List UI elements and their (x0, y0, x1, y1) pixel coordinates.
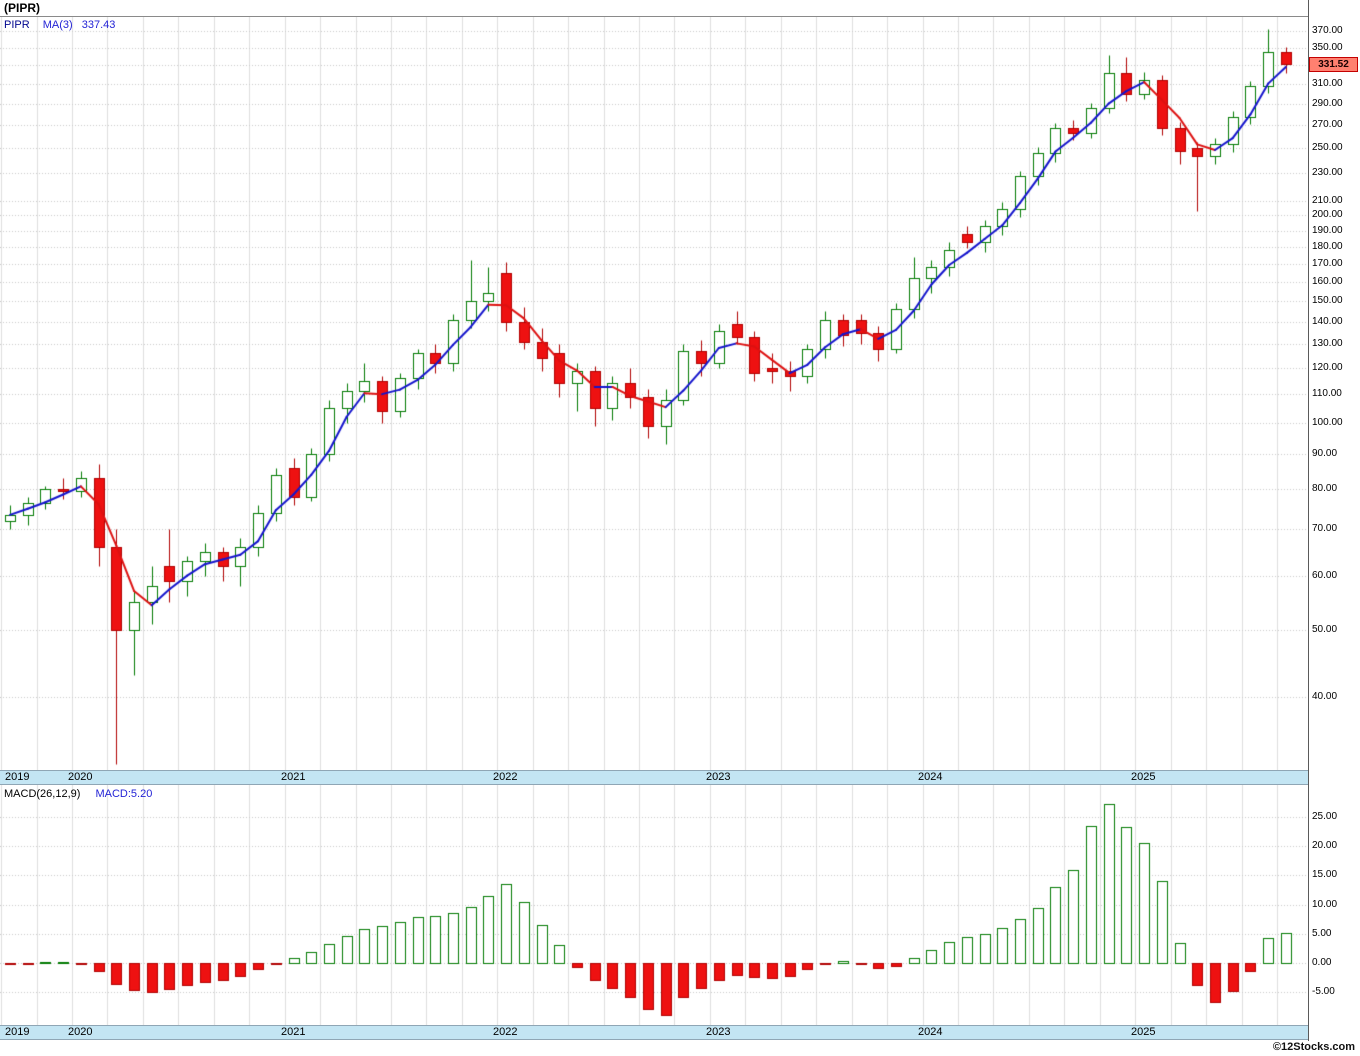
price-axis-tick-label: 160.00 (1312, 275, 1343, 287)
price-axis-tick-label: 290.00 (1312, 97, 1343, 109)
price-axis-tick-label: 200.00 (1312, 209, 1343, 221)
year-label: 2025 (1131, 771, 1156, 783)
price-chart-canvas (0, 16, 1308, 770)
right-price-axis: 370.00 350.00 310.00 290.00 270.00 250.00 230.… (1308, 0, 1360, 1041)
year-label: 2022 (493, 1026, 518, 1038)
macd-axis-tick-label: 0.00 (1312, 957, 1332, 968)
year-label: 2022 (493, 771, 518, 783)
year-label: 2021 (281, 1026, 306, 1038)
macd-indicator-label: MACD(26,12,9) (4, 788, 81, 800)
macd-axis-tick-label: 5.00 (1312, 927, 1332, 939)
price-panel-top-border (0, 16, 1360, 17)
price-axis-tick-label: 210.00 (1312, 194, 1343, 206)
price-axis-tick-label: 230.00 (1312, 167, 1343, 179)
macd-axis-tick-label: 10.00 (1312, 898, 1338, 910)
year-label: 2024 (918, 771, 943, 783)
price-axis-tick-label: 80.00 (1312, 483, 1338, 495)
price-axis-tick-label: 190.00 (1312, 224, 1343, 236)
year-label: 2024 (918, 1026, 943, 1038)
price-axis-tick-label: 150.00 (1312, 295, 1343, 307)
macd-axis-tick-label: 15.00 (1312, 869, 1338, 881)
price-axis-tick-label: 70.00 (1312, 523, 1338, 535)
year-label: 2020 (68, 771, 93, 783)
price-axis-tick-label: 60.00 (1312, 569, 1338, 581)
watermark-link: ©12Stocks.com (1272, 1041, 1355, 1053)
year-label: 2019 (5, 1026, 30, 1038)
price-axis-tick-label: 170.00 (1312, 257, 1343, 269)
macd-axis-tick-label: 20.00 (1312, 840, 1338, 852)
price-axis-tick-label: 180.00 (1312, 240, 1343, 252)
chart-title: (PIPR) (4, 1, 40, 15)
price-axis-tick-label: 100.00 (1312, 416, 1343, 428)
price-axis-tick-label: 90.00 (1312, 448, 1338, 460)
macd-chart-canvas (0, 785, 1308, 1025)
price-axis-tick-label: 250.00 (1312, 142, 1343, 154)
price-axis-tick-label: 350.00 (1312, 41, 1343, 53)
year-label: 2020 (68, 1026, 93, 1038)
year-label: 2019 (5, 771, 30, 783)
price-axis-tick-label: 110.00 (1312, 388, 1342, 400)
price-axis-tick-label: 40.00 (1312, 691, 1338, 702)
macd-indicator-value: MACD:5.20 (95, 788, 153, 800)
price-axis-tick-label: 140.00 (1312, 315, 1343, 327)
year-label: 2021 (281, 771, 306, 783)
price-axis-tick-label: 310.00 (1312, 77, 1343, 89)
price-x-axis-band: 2019 2020 2021 2022 2023 2024 2025 (0, 770, 1308, 785)
macd-x-axis-band: 2019 2020 2021 2022 2023 2024 2025 (0, 1025, 1308, 1040)
last-price-tag: 331.52 (1309, 57, 1358, 72)
price-axis-tick-label: 50.00 (1312, 624, 1338, 636)
price-axis-tick-label: 130.00 (1312, 338, 1343, 350)
ma-indicator-label: MA(3) (42, 19, 73, 31)
price-axis-tick-label: 270.00 (1312, 119, 1343, 131)
year-label: 2023 (706, 1026, 731, 1038)
price-legend: PIPR MA(3) 337.43 (4, 19, 115, 31)
price-axis-tick-label: 120.00 (1312, 362, 1343, 374)
year-label: 2025 (1131, 1026, 1156, 1038)
symbol-label: PIPR (4, 19, 30, 31)
macd-axis-tick-label: -5.00 (1312, 986, 1335, 998)
macd-legend: MACD(26,12,9) MACD:5.20 (4, 788, 152, 800)
year-label: 2023 (706, 771, 731, 783)
macd-axis-tick-label: 25.00 (1312, 811, 1338, 822)
ma-indicator-value: 337.43 (81, 19, 116, 31)
price-axis-tick-label: 370.00 (1312, 25, 1343, 36)
